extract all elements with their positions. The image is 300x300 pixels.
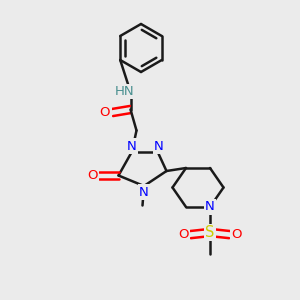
Text: N: N [154, 140, 164, 153]
Text: HN: HN [115, 85, 134, 98]
Text: O: O [87, 169, 98, 182]
Text: O: O [100, 106, 110, 119]
Text: N: N [127, 140, 137, 153]
Text: O: O [178, 228, 188, 241]
Text: N: N [139, 185, 149, 199]
Text: S: S [205, 225, 215, 240]
Text: O: O [232, 228, 242, 241]
Text: N: N [205, 200, 215, 214]
